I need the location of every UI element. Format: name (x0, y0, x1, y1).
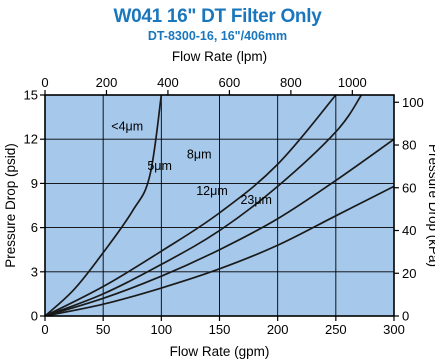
x2-tick-label: 200 (96, 75, 118, 90)
y-tick-label: 12 (24, 132, 38, 147)
y2-tick-label: 80 (402, 138, 416, 153)
y2-tick-label: 100 (402, 95, 424, 110)
x2-tick-label: 1000 (338, 75, 367, 90)
series-lines (45, 95, 394, 316)
x2-axis-title: Flow Rate (lpm) (172, 49, 267, 64)
series-line-3 (45, 95, 363, 316)
y2-tick-label: 0 (402, 309, 409, 324)
series-label-5: 23μm (240, 193, 272, 207)
series-label-2: 5μm (147, 159, 172, 173)
series-label-1: <4μm (111, 119, 143, 133)
y-tick-label: 6 (31, 220, 38, 235)
y-tick-label: 15 (24, 88, 38, 103)
y2-axis-title: Pressure Drop (kPa) (426, 144, 435, 267)
x-tick-label: 300 (383, 322, 405, 337)
x2-tick-label: 600 (219, 75, 241, 90)
y-axis-title: Pressure Drop (psid) (3, 143, 18, 268)
chart-subtitle: DT-8300-16, 16"/406mm (147, 29, 288, 43)
x-tick-label: 50 (96, 322, 110, 337)
y-tick-label: 0 (31, 309, 38, 324)
series-label-3: 8μm (187, 147, 212, 161)
series-line-5 (45, 185, 394, 316)
y2-tick-label: 20 (402, 266, 416, 281)
series-line-2 (45, 95, 337, 316)
y2-tick-label: 40 (402, 223, 416, 238)
x-tick-label: 200 (267, 322, 289, 337)
series-labels: <4μm 5μm 8μm 12μm 23μm (111, 119, 272, 207)
series-line-1 (45, 95, 163, 316)
series-line-4 (45, 138, 394, 316)
x2-tick-label: 400 (157, 75, 179, 90)
y-tick-label: 3 (31, 264, 38, 279)
x-tick-label: 150 (209, 322, 231, 337)
y-tick-label: 9 (31, 176, 38, 191)
x-tick-label: 100 (150, 322, 172, 337)
chart-title: W041 16" DT Filter Only (113, 6, 322, 27)
x-tick-label: 0 (41, 322, 48, 337)
x-axis-title: Flow Rate (gpm) (170, 344, 270, 359)
x2-tick-label: 800 (280, 75, 302, 90)
gridlines (45, 95, 394, 316)
x2-tick-label: 0 (41, 75, 48, 90)
x-tick-label: 250 (325, 322, 347, 337)
series-label-4: 12μm (196, 184, 228, 198)
y2-tick-label: 60 (402, 180, 416, 195)
